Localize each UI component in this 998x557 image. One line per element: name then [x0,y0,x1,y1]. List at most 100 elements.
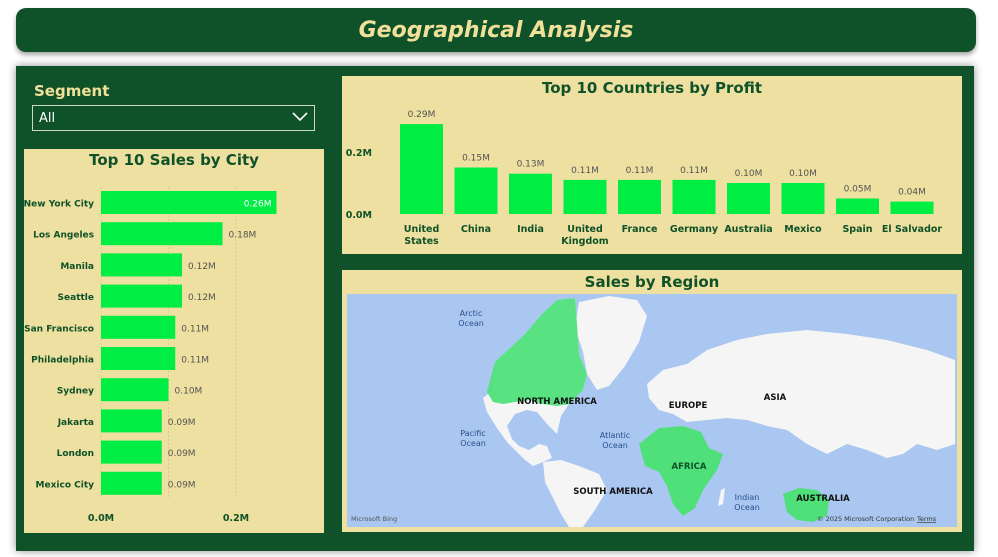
segment-slicer: Segment All [26,78,324,134]
country-bar [672,179,716,214]
country-category-label: Kingdom [561,236,609,247]
country-category-label: Spain [842,224,872,235]
city-category-label: Jakarta [57,418,94,428]
south-america-shape [543,460,607,527]
country-value-label: 0.13M [517,160,545,170]
country-bar [727,183,770,214]
country-value-label: 0.10M [735,169,763,179]
country-category-label: Australia [724,224,772,235]
madagascar-shape [718,488,725,506]
africa-label: AFRICA [672,462,707,472]
australia-shape [783,488,829,522]
page-title: Geographical Analysis [358,17,634,43]
country-y-tick: 0.0M [346,210,372,221]
city-bar [101,284,182,308]
city-x-tick: 0.2M [223,513,249,524]
city-bar [101,253,182,277]
city-bar [101,315,176,339]
city-bar [101,347,176,370]
region-map-card: Sales by Region Arctic Ocean Pacific Ocean… [342,270,962,532]
city-category-label: Manila [60,262,94,272]
city-value-label: 0.10M [175,387,203,397]
europe-label: EUROPE [669,401,708,411]
city-value-label: 0.09M [168,480,196,490]
city-sales-card: Top 10 Sales by City New York City 0.26M L… [24,149,324,533]
city-value-label: 0.12M [188,262,216,272]
australia-label: AUSTRALIA [796,494,850,504]
country-bar [509,173,552,214]
country-value-label: 0.10M [789,169,817,179]
country-value-label: 0.11M [626,166,654,176]
country-bar [400,124,443,214]
country-value-label: 0.11M [680,166,708,176]
greenland-shape [575,296,647,390]
city-value-label: 0.09M [168,418,196,428]
country-category-label: States [404,236,439,247]
atlantic-ocean-label: Atlantic Ocean [600,431,630,450]
segment-label: Segment [34,82,110,100]
arctic-ocean-label: Arctic Ocean [458,309,484,328]
country-value-label: 0.04M [898,188,926,198]
world-map: Arctic Ocean Pacific Ocean Atlantic Ocean I… [351,296,955,527]
country-bar [836,198,879,214]
country-profit-chart: 0.2M0.0M0.29MUnitedStates0.15MChina0.13M… [346,110,943,247]
country-bar [563,179,607,214]
city-category-label: Seattle [58,293,94,303]
country-value-label: 0.11M [571,166,599,176]
city-bar [101,222,223,246]
indian-ocean-label: Indian Ocean [734,493,760,512]
city-bar [101,409,162,433]
city-category-label: Philadelphia [31,356,94,366]
segment-dropdown[interactable]: All [32,105,315,131]
city-category-label: San Francisco [24,324,94,334]
city-sales-chart: New York City 0.26M Los Angeles 0.18M Manila… [24,187,277,524]
north-america-highlight [487,298,587,406]
country-category-label: India [517,224,544,235]
city-category-label: Los Angeles [33,231,94,241]
country-chart-title: Top 10 Countries by Profit [541,79,763,97]
country-category-label: United [567,224,603,235]
country-value-label: 0.15M [462,154,490,164]
asia-label: ASIA [764,393,787,403]
dashboard-header: Geographical Analysis [16,8,976,52]
country-value-label: 0.29M [408,110,436,120]
north-america-label: NORTH AMERICA [517,397,597,407]
city-category-label: London [57,449,94,459]
country-bar [454,167,498,214]
city-category-label: Sydney [57,387,94,397]
country-bar [781,183,825,214]
country-bar [890,201,934,214]
city-value-label: 0.11M [181,356,209,366]
south-america-label: SOUTH AMERICA [573,487,653,497]
country-value-label: 0.05M [844,185,872,195]
city-category-label: Mexico City [36,480,95,490]
country-bar [618,179,661,214]
country-category-label: Germany [670,224,719,235]
map-title: Sales by Region [584,273,720,291]
country-profit-card: Top 10 Countries by Profit 0.2M 0.0M 0.29M… [342,76,962,254]
city-value-label: 0.12M [188,293,216,303]
country-category-label: France [622,224,658,235]
country-category-label: El Salvador [882,224,942,235]
region-map[interactable]: Arctic Ocean Pacific Ocean Atlantic Ocean I… [347,294,957,527]
map-terms-link[interactable]: Terms [916,515,937,523]
city-value-label: 0.26M [244,200,272,210]
map-attribution: © 2025 Microsoft Corporation [817,515,914,523]
city-value-label: 0.18M [229,231,257,241]
city-bar [101,378,169,402]
city-bar [101,440,162,464]
city-x-tick: 0.0M [88,513,114,524]
city-value-label: 0.11M [181,324,209,334]
africa-shape [639,426,723,516]
chevron-down-icon [292,111,308,126]
city-value-label: 0.09M [168,449,196,459]
city-bar [101,471,162,495]
pacific-ocean-label: Pacific Ocean [460,429,486,448]
bing-logo: Microsoft Bing [351,515,397,523]
city-category-label: New York City [24,200,94,210]
city-bar [101,191,277,214]
country-category-label: Mexico [784,224,822,235]
eurasia-shape [647,330,955,458]
country-category-label: United [404,224,440,235]
country-category-label: China [461,224,491,235]
